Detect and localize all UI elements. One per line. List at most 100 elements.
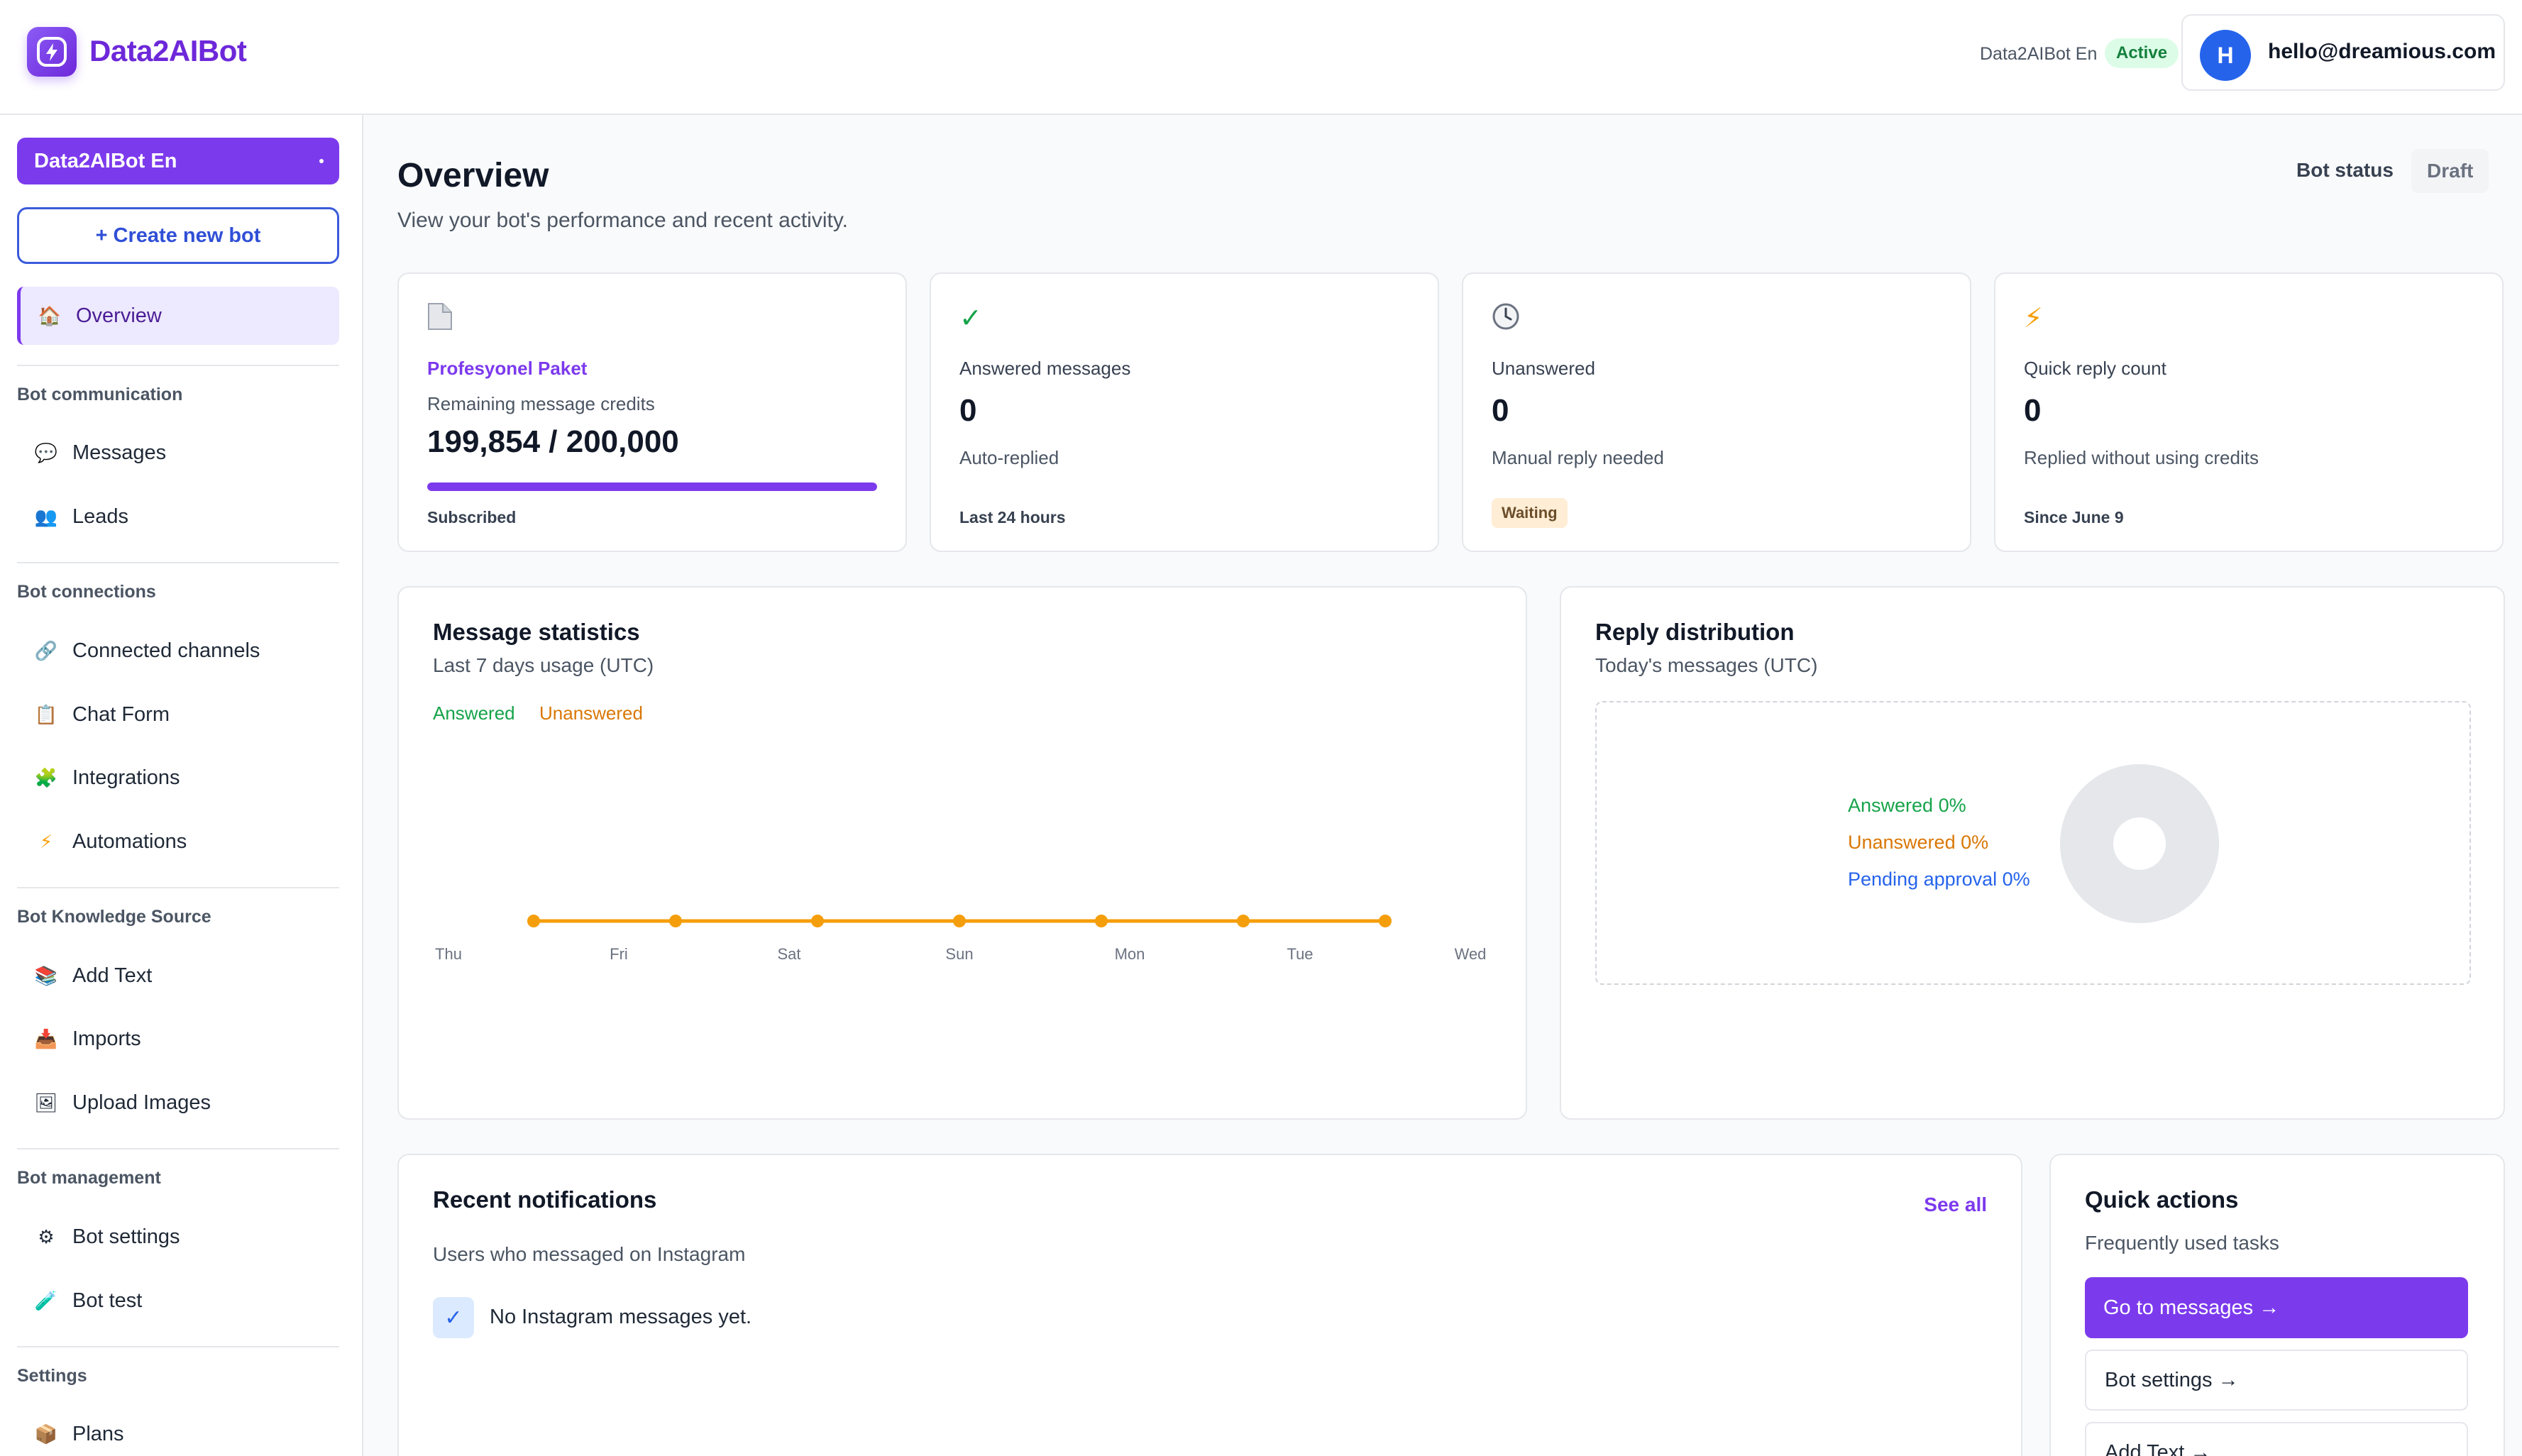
clock-icon [1492, 302, 1520, 338]
status-badge: Active [2105, 38, 2179, 68]
sidebar-item-overview[interactable]: 🏠 Overview [17, 287, 339, 345]
x-tick-label: Sun [945, 945, 973, 963]
credits-card: Profesyonel Paket Remaining message cred… [397, 272, 907, 552]
x-tick-label: Thu [435, 945, 462, 963]
answered-title: Answered messages [959, 358, 1131, 379]
notifications-subtitle: Users who messaged on Instagram [433, 1243, 746, 1265]
x-tick-label: Sat [777, 945, 800, 963]
sidebar-item-label: Connected channels [72, 639, 260, 662]
speech-bubble-icon: 💬 [34, 441, 58, 463]
legend-unanswered-pct: Unanswered 0% [1848, 832, 1989, 853]
sidebar-item-label: Bot test [72, 1289, 143, 1312]
credits-progress-bar [427, 482, 877, 491]
bot-status-badge: Draft [2411, 149, 2489, 193]
reply-distribution-subtitle: Today's messages (UTC) [1595, 654, 1818, 676]
inbox-icon: 📥 [34, 1027, 58, 1049]
brand-name[interactable]: Data2AIBot [89, 34, 247, 67]
see-all-link[interactable]: See all [1924, 1193, 1987, 1215]
current-bot-name: Data2AIBot En [1980, 44, 2098, 64]
sidebar-item-automations[interactable]: ⚡ Automations [17, 812, 339, 871]
pie-chart-area: Answered 0% Unanswered 0% Pending approv… [1595, 701, 2471, 985]
quick-actions-subtitle: Frequently used tasks [2085, 1232, 2279, 1254]
donut-hole [2113, 817, 2166, 870]
sidebar-item-upload-images[interactable]: 🖼 Upload Images [17, 1074, 339, 1132]
credits-progress-fill [427, 482, 877, 491]
reply-distribution-title: Reply distribution [1595, 619, 1795, 645]
message-statistics-subtitle: Last 7 days usage (UTC) [433, 654, 654, 676]
sidebar-item-bot-test[interactable]: 🧪 Bot test [17, 1272, 339, 1330]
sidebar-item-messages[interactable]: 💬 Messages [17, 424, 339, 482]
answered-note: Auto-replied [959, 447, 1059, 468]
sidebar-item-chat-form[interactable]: 📋 Chat Form [17, 685, 339, 744]
sidebar-item-integrations[interactable]: 🧩 Integrations [17, 749, 339, 807]
lightning-icon: ⚡ [39, 830, 53, 852]
sidebar-item-connected-channels[interactable]: 🔗 Connected channels [17, 622, 339, 680]
data-point[interactable] [669, 915, 682, 927]
legend-answered[interactable]: Answered [433, 702, 515, 724]
sidebar-item-add-text[interactable]: 📚 Add Text [17, 947, 339, 1005]
divider [17, 365, 339, 366]
bot-selector[interactable]: Data2AIBot En [17, 138, 339, 184]
divider [17, 887, 339, 888]
add-text-button[interactable]: Add Text → [2085, 1422, 2468, 1456]
data-point[interactable] [1095, 915, 1108, 927]
books-icon: 📚 [34, 964, 58, 986]
data-point[interactable] [527, 915, 540, 927]
unanswered-title: Unanswered [1492, 358, 1595, 379]
x-tick-label: Mon [1115, 945, 1145, 963]
lightning-icon: ⚡ [2024, 304, 2043, 333]
user-email: hello@dreamious.com [2268, 40, 2496, 63]
sidebar-item-label: Overview [76, 304, 162, 327]
section-bot-communication: Bot communication [17, 385, 183, 404]
quick-actions-card: Quick actions Frequently used tasks Go t… [2049, 1154, 2505, 1456]
bot-status-label: Bot status [2296, 159, 2394, 181]
data-point[interactable] [1379, 915, 1392, 927]
recent-notifications-card: Recent notifications See all Users who m… [397, 1154, 2022, 1456]
go-to-messages-button[interactable]: Go to messages → [2085, 1277, 2468, 1338]
sidebar-item-label: Imports [72, 1027, 141, 1050]
quick-reply-card: ⚡ Quick reply count 0 Replied without us… [1994, 272, 2504, 552]
quick-actions-title: Quick actions [2085, 1186, 2239, 1213]
document-icon [427, 302, 453, 338]
user-menu[interactable]: H hello@dreamious.com [2181, 14, 2505, 91]
test-tube-icon: 🧪 [34, 1289, 58, 1311]
x-tick-label: Fri [610, 945, 628, 963]
sidebar-item-plans[interactable]: 📦 Plans [17, 1405, 339, 1456]
bot-settings-button[interactable]: Bot settings → [2085, 1350, 2468, 1411]
section-bot-connections: Bot connections [17, 582, 156, 602]
sidebar-item-label: Plans [72, 1422, 124, 1445]
sidebar-item-leads[interactable]: 👥 Leads [17, 487, 339, 546]
create-bot-button[interactable]: + Create new bot [17, 207, 339, 264]
gear-icon: ⚙ [38, 1225, 55, 1247]
section-settings: Settings [17, 1366, 87, 1386]
divider [17, 1346, 339, 1347]
logo-icon[interactable] [27, 27, 77, 77]
x-tick-label: Wed [1455, 945, 1487, 963]
reply-distribution-card: Reply distribution Today's messages (UTC… [1560, 586, 2505, 1120]
sidebar-item-label: Automations [72, 829, 187, 853]
sidebar-item-label: Bot settings [72, 1225, 180, 1248]
answered-value: 0 [959, 393, 977, 428]
section-bot-knowledge-source: Bot Knowledge Source [17, 907, 211, 927]
message-statistics-card: Message statistics Last 7 days usage (UT… [397, 586, 1527, 1120]
answered-period: Last 24 hours [959, 508, 1066, 526]
answered-card: ✓ Answered messages 0 Auto-replied Last … [930, 272, 1439, 552]
sidebar-item-bot-settings[interactable]: ⚙ Bot settings [17, 1208, 339, 1266]
top-bar: Data2AIBot Data2AIBot En Active H hello@… [0, 0, 2522, 115]
sidebar-item-label: Upload Images [72, 1091, 211, 1114]
sidebar-item-label: Messages [72, 441, 167, 464]
sidebar-item-imports[interactable]: 📥 Imports [17, 1010, 339, 1068]
legend-answered-pct: Answered 0% [1848, 795, 1966, 816]
section-bot-management: Bot management [17, 1168, 161, 1188]
data-point[interactable] [953, 915, 966, 927]
checkmark-icon: ✓ [959, 304, 982, 333]
data-point[interactable] [811, 915, 824, 927]
checkmark-icon: ✓ [433, 1297, 474, 1338]
quick-reply-value: 0 [2024, 393, 2042, 428]
sidebar: Data2AIBot En + Create new bot 🏠 Overvie… [0, 115, 363, 1456]
legend-unanswered[interactable]: Unanswered [539, 702, 643, 724]
sidebar-item-label: Leads [72, 504, 129, 528]
unanswered-card: Unanswered 0 Manual reply needed Waiting [1462, 272, 1971, 552]
dropdown-dot-icon [319, 159, 324, 163]
data-point[interactable] [1237, 915, 1250, 927]
